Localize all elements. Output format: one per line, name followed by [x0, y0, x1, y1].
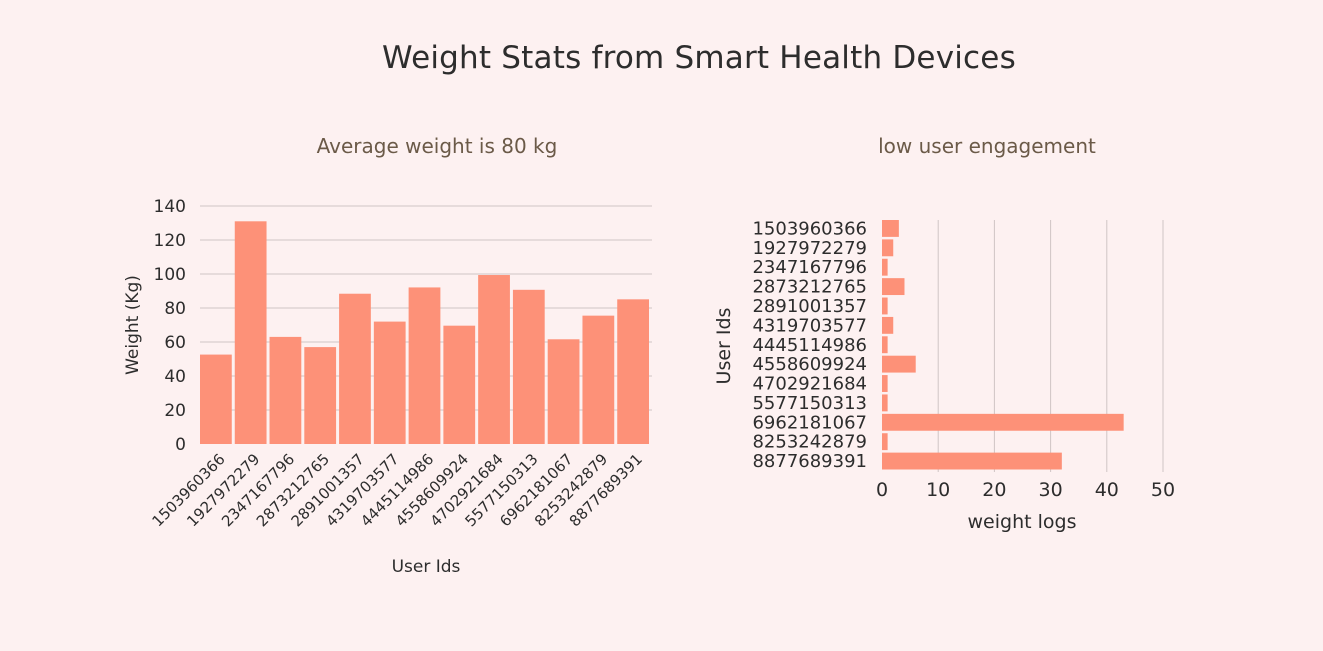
right-x-tick-label: 50 [1151, 479, 1175, 501]
left-chart-title: Average weight is 80 kg [316, 134, 558, 158]
right-bar [882, 394, 888, 412]
right-bar [882, 258, 888, 276]
left-bar [617, 299, 649, 444]
right-y-tick-label: 1927972279 [752, 238, 867, 259]
right-chart-title: low user engagement [878, 134, 1096, 158]
right-y-tick-label: 5577150313 [752, 393, 867, 414]
right-bar [882, 239, 894, 257]
right-x-axis-label: weight logs [968, 511, 1077, 533]
right-y-tick-label: 1503960366 [752, 218, 867, 239]
left-bar [478, 275, 510, 444]
left-y-axis-label: Weight (Kg) [123, 275, 143, 375]
right-bar [882, 375, 888, 392]
right-x-tick-label: 30 [1039, 479, 1063, 501]
left-y-tick-label: 80 [164, 299, 186, 319]
left-y-tick-label: 20 [164, 401, 186, 421]
right-y-tick-label: 2873212765 [752, 277, 867, 298]
left-y-tick-label: 0 [175, 435, 186, 455]
right-y-tick-label: 8253242879 [752, 432, 867, 453]
left-bar [200, 354, 232, 444]
right-bar [882, 278, 905, 296]
right-x-tick-label: 0 [876, 479, 888, 501]
right-y-tick-label: 2347167796 [752, 257, 867, 278]
left-x-axis-label: User Ids [392, 557, 461, 577]
right-y-tick-label: 4445114986 [752, 335, 867, 356]
right-x-tick-label: 20 [982, 479, 1006, 501]
right-bar [882, 336, 888, 354]
left-bar [339, 293, 371, 444]
left-y-tick-label: 60 [164, 333, 186, 353]
right-x-tick-label: 10 [926, 479, 950, 501]
right-bar [882, 220, 899, 237]
left-bar [547, 339, 580, 444]
left-y-tick-label: 100 [154, 265, 186, 285]
left-bar [512, 289, 545, 444]
left-bar [304, 347, 337, 444]
left-bar [373, 321, 406, 444]
right-bar [882, 297, 888, 315]
right-bar [882, 355, 916, 373]
right-y-tick-label: 4319703577 [752, 315, 867, 336]
right-bar [882, 316, 894, 334]
left-bar [443, 325, 476, 444]
right-x-tick-label: 40 [1095, 479, 1119, 501]
page-title: Weight Stats from Smart Health Devices [382, 40, 1016, 76]
left-bar [408, 287, 441, 444]
right-y-tick-label: 4702921684 [752, 374, 867, 395]
left-bar [269, 336, 302, 444]
left-y-tick-label: 40 [164, 367, 186, 387]
right-y-tick-label: 8877689391 [752, 451, 867, 472]
left-bar [582, 315, 615, 444]
right-bar [882, 452, 1062, 470]
left-y-tick-label: 140 [154, 197, 186, 217]
right-y-tick-label: 4558609924 [752, 354, 867, 375]
right-bar [882, 433, 888, 451]
right-y-tick-label: 6962181067 [752, 412, 867, 433]
right-y-axis-label: User Ids [713, 308, 735, 385]
left-y-tick-label: 120 [154, 231, 186, 251]
right-bar [882, 413, 1124, 431]
right-y-tick-label: 2891001357 [752, 296, 867, 317]
left-bar [234, 221, 267, 444]
